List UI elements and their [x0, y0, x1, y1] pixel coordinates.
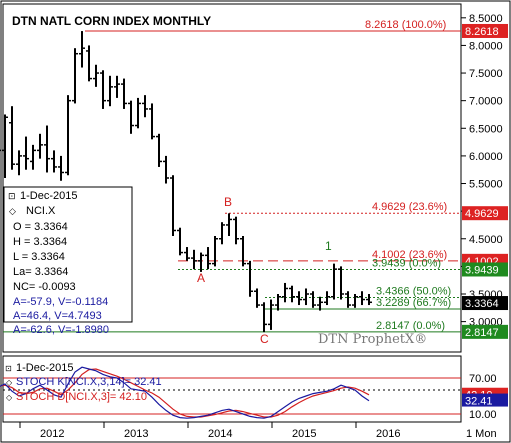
point-label: 1 [325, 239, 332, 253]
x-label-2016: 2016 [376, 428, 400, 440]
price-tag: 3.3364 [465, 298, 499, 310]
axis-layer: 3.00003.50004.00004.50005.00005.50006.00… [19, 13, 508, 428]
stoch-tick-label: 70.00 [469, 373, 497, 385]
fib-label: 4.9629 (23.6%) [372, 201, 447, 213]
point-label: A [197, 271, 205, 285]
x-label-2015: 2015 [292, 428, 316, 440]
price-tag: 3.9439 [465, 264, 499, 276]
fib-label: 3.4366 (50.0%) [376, 286, 451, 298]
price-pane [2, 3, 462, 353]
chart-title: DTN NATL CORN INDEX MONTHLY [12, 14, 211, 28]
info-box-frame [3, 186, 133, 323]
info-date: 1-Dec-2015 [20, 190, 77, 202]
info-box: ⊡ 1-Dec-2015 ◇ NCI.X O = 3.3364 H = 3.33… [3, 186, 133, 323]
x-label-2012: 2012 [40, 428, 64, 440]
price-tag-bg [462, 23, 508, 38]
fib-label: 3.2289 (66.7%) [376, 297, 451, 309]
stoch-k-tag: 32.41 [465, 396, 493, 408]
y-tick-label: 7.5000 [469, 68, 503, 80]
x-period-label: 1 Mon [466, 428, 497, 440]
info-high: H = 3.3364 [13, 236, 67, 248]
stoch-k-label: STOCH K[NCI.X,3,14]= 32.41 [16, 376, 162, 388]
info-symbol: NCI.X [26, 205, 56, 217]
y-tick-label: 6.0000 [469, 151, 503, 163]
price-tag-bg [462, 324, 508, 339]
x-label-2013: 2013 [124, 428, 148, 440]
y-tick-label: 4.5000 [469, 234, 503, 246]
info-symbol-icon: ◇ [9, 207, 16, 217]
stoch-k-tag-bg [462, 393, 508, 407]
fib-label: 4.1002 (23.6%) [372, 249, 447, 261]
info-angle-2: A=46.4, V=4.7493 [13, 310, 102, 322]
fib-label: 2.8147 (0.0%) [376, 320, 445, 332]
stoch-k-line [0, 366, 370, 419]
y-tick-label: 5.5000 [469, 179, 503, 191]
info-open: O = 3.3364 [13, 221, 68, 233]
fib-label: 3.9439 (0.0%) [372, 257, 441, 269]
y-tick-label: 7.0000 [469, 96, 503, 108]
point-label: B [224, 195, 232, 209]
stoch-d-line [0, 368, 370, 418]
y-tick-label: 8.0000 [469, 40, 503, 52]
price-tag-bg [462, 206, 508, 221]
stoch-d-label: STOCH D[NCI.X,3]= 42.10 [16, 391, 147, 403]
info-angle-3: A=-62.6, V=-1.8980 [13, 324, 109, 336]
price-tag-bg [462, 296, 508, 311]
info-date-icon: ⊡ [8, 192, 16, 202]
stoch-tick-label: 10.00 [469, 409, 497, 421]
price-tag: 2.8147 [465, 327, 499, 339]
fib-label: 8.2618 (100.0%) [365, 19, 446, 31]
y-tick-label: 6.5000 [469, 123, 503, 135]
info-netchange: NC= -0.0093 [13, 281, 76, 293]
info-angle-1: A=-57.9, V=-0.1184 [13, 296, 108, 308]
price-tag: 8.2618 [465, 26, 499, 38]
price-tag: 4.9629 [465, 208, 499, 220]
x-label-2014: 2014 [208, 428, 232, 440]
bar-layer [0, 31, 372, 333]
info-last: La= 3.3364 [13, 266, 68, 278]
point-label: C [260, 332, 269, 346]
stoch-date-icon: ⊡ [5, 364, 12, 373]
y-tick-label: 8.5000 [469, 13, 503, 25]
stoch-k-icon: ◇ [6, 378, 13, 387]
watermark: DTN ProphetX® [318, 332, 427, 347]
stoch-d-icon: ◇ [6, 393, 13, 402]
info-low: L = 3.3364 [13, 251, 65, 263]
price-tag-bg [462, 262, 508, 277]
stoch-date: 1-Dec-2015 [16, 362, 73, 374]
